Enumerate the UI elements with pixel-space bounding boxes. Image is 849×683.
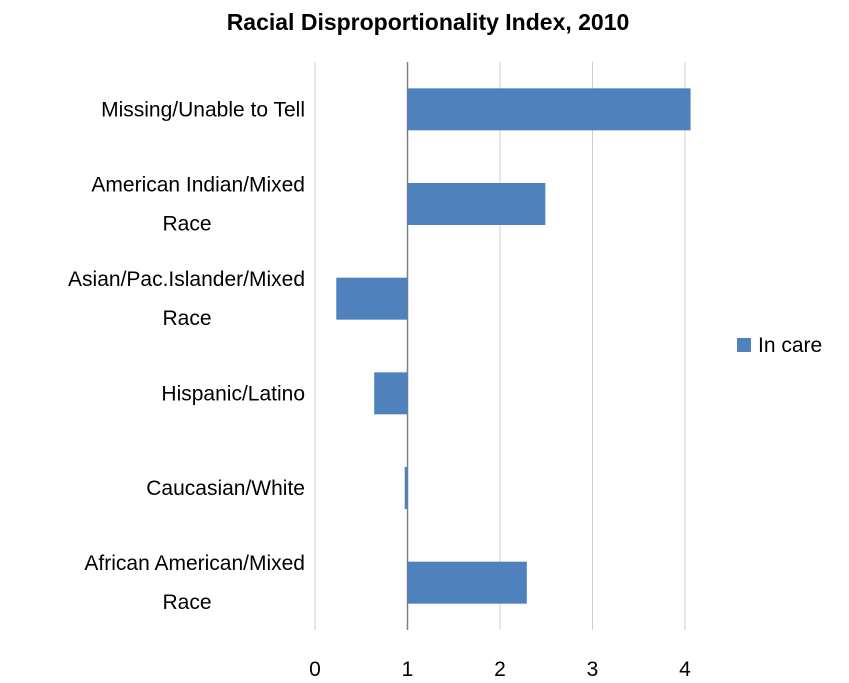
- x-tick-label: 3: [587, 658, 599, 681]
- bar: [407, 561, 527, 604]
- x-tick-label: 4: [679, 658, 691, 681]
- x-tick-labels: 0 1 2 3 4: [309, 658, 691, 681]
- x-tick-label: 0: [309, 658, 321, 681]
- category-label: Asian/Pac.Islander/Mixed Race: [68, 268, 305, 330]
- bar: [407, 183, 546, 225]
- category-label: African American/Mixed Race: [84, 552, 305, 614]
- bars: [336, 88, 691, 604]
- gridlines: [314, 62, 686, 630]
- category-label: Missing/Unable to Tell: [101, 98, 305, 121]
- category-label: Caucasian/White: [146, 477, 305, 500]
- bar: [407, 88, 691, 131]
- x-tick-label: 1: [402, 658, 414, 681]
- legend: In care: [737, 334, 822, 357]
- bar: [374, 372, 408, 415]
- x-tick-label: 2: [494, 658, 506, 681]
- chart-title: Racial Disproportionality Index, 2010: [227, 9, 630, 35]
- bar: [404, 467, 408, 509]
- category-labels: Missing/Unable to Tell American Indian/Mi…: [68, 98, 305, 614]
- legend-label: In care: [758, 334, 822, 357]
- legend-swatch: [737, 338, 751, 352]
- bar: [336, 277, 408, 320]
- category-label: American Indian/Mixed Race: [91, 174, 305, 236]
- category-label: Hispanic/Latino: [161, 382, 305, 405]
